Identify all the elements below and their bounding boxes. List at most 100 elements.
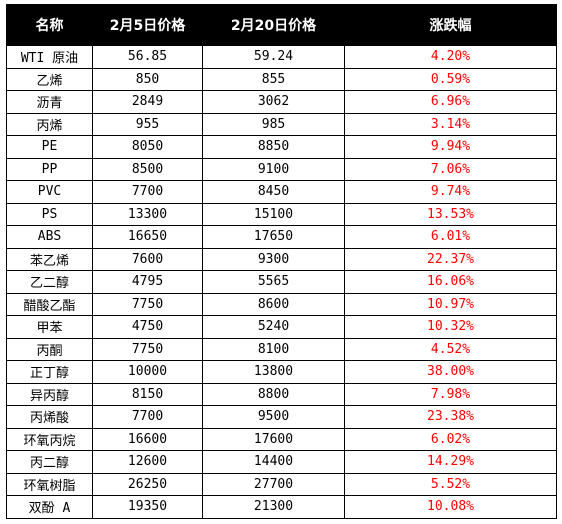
cell-price-feb20: 17600 (202, 427, 345, 451)
cell-name: PS (6, 202, 93, 226)
cell-price-feb20: 3062 (202, 90, 345, 114)
table-row: 苯乙烯 7600 9300 22.37% (6, 247, 557, 271)
cell-price-feb20: 17650 (202, 225, 345, 249)
cell-name: 异丙醇 (6, 382, 93, 406)
table-row: PVC 7700 8450 9.74% (6, 180, 557, 204)
table-row: PE 8050 8850 9.94% (6, 135, 557, 159)
header-change: 涨跌幅 (344, 4, 557, 46)
cell-price-feb5: 4750 (92, 315, 203, 339)
cell-price-feb5: 7750 (92, 337, 203, 361)
table-row: 甲苯 4750 5240 10.32% (6, 315, 557, 339)
cell-price-feb5: 8150 (92, 382, 203, 406)
cell-price-feb5: 8050 (92, 135, 203, 159)
cell-price-feb5: 56.85 (92, 45, 203, 69)
cell-change: 5.52% (344, 472, 557, 496)
cell-name: 醋酸乙酯 (6, 292, 93, 316)
cell-change: 38.00% (344, 360, 557, 384)
cell-price-feb5: 7700 (92, 180, 203, 204)
cell-name: 甲苯 (6, 315, 93, 339)
table-row: 双酚 A 19350 21300 10.08% (6, 495, 557, 519)
table-row: 乙二醇 4795 5565 16.06% (6, 270, 557, 294)
cell-price-feb5: 7700 (92, 405, 203, 429)
cell-price-feb5: 7600 (92, 247, 203, 271)
cell-name: 丙二醇 (6, 450, 93, 474)
cell-price-feb5: 4795 (92, 270, 203, 294)
table-row: 环氧树脂 26250 27700 5.52% (6, 472, 557, 496)
cell-name: 双酚 A (6, 495, 93, 519)
cell-price-feb20: 21300 (202, 495, 345, 519)
cell-price-feb5: 12600 (92, 450, 203, 474)
cell-price-feb20: 8600 (202, 292, 345, 316)
cell-price-feb5: 13300 (92, 202, 203, 226)
cell-price-feb20: 5565 (202, 270, 345, 294)
cell-name: 乙烯 (6, 67, 93, 91)
table-row: PP 8500 9100 7.06% (6, 157, 557, 181)
cell-price-feb5: 8500 (92, 157, 203, 181)
cell-price-feb20: 9100 (202, 157, 345, 181)
cell-change: 6.01% (344, 225, 557, 249)
cell-name: PVC (6, 180, 93, 204)
table-row: 丙二醇 12600 14400 14.29% (6, 450, 557, 474)
cell-change: 13.53% (344, 202, 557, 226)
cell-change: 4.20% (344, 45, 557, 69)
table-row: WTI 原油 56.85 59.24 4.20% (6, 45, 557, 69)
cell-price-feb5: 955 (92, 112, 203, 136)
table-row: 丙酮 7750 8100 4.52% (6, 337, 557, 361)
cell-name: 乙二醇 (6, 270, 93, 294)
cell-price-feb20: 855 (202, 67, 345, 91)
header-price-feb5: 2月5日价格 (92, 4, 203, 46)
table-body: WTI 原油 56.85 59.24 4.20% 乙烯 850 855 0.59% 沥青 2849… (6, 45, 557, 519)
cell-change: 22.37% (344, 247, 557, 271)
header-name: 名称 (6, 4, 93, 46)
cell-price-feb5: 10000 (92, 360, 203, 384)
cell-price-feb5: 16650 (92, 225, 203, 249)
cell-name: 环氧树脂 (6, 472, 93, 496)
cell-change: 6.02% (344, 427, 557, 451)
cell-price-feb5: 16600 (92, 427, 203, 451)
table-row: 丙烯酸 7700 9500 23.38% (6, 405, 557, 429)
cell-price-feb5: 2849 (92, 90, 203, 114)
cell-price-feb5: 19350 (92, 495, 203, 519)
cell-change: 10.08% (344, 495, 557, 519)
cell-name: 沥青 (6, 90, 93, 114)
cell-price-feb5: 7750 (92, 292, 203, 316)
cell-price-feb20: 985 (202, 112, 345, 136)
cell-name: PE (6, 135, 93, 159)
price-table-container: 名称 2月5日价格 2月20日价格 涨跌幅 WTI 原油 56.85 59.24 4.… (6, 4, 557, 519)
cell-name: PP (6, 157, 93, 181)
cell-price-feb20: 59.24 (202, 45, 345, 69)
cell-price-feb20: 8800 (202, 382, 345, 406)
table-row: 沥青 2849 3062 6.96% (6, 90, 557, 114)
cell-change: 9.74% (344, 180, 557, 204)
cell-change: 9.94% (344, 135, 557, 159)
cell-change: 10.97% (344, 292, 557, 316)
cell-price-feb20: 15100 (202, 202, 345, 226)
cell-change: 10.32% (344, 315, 557, 339)
cell-name: 丙烯酸 (6, 405, 93, 429)
cell-change: 16.06% (344, 270, 557, 294)
table-row: 丙烯 955 985 3.14% (6, 112, 557, 136)
cell-price-feb20: 9300 (202, 247, 345, 271)
cell-change: 7.06% (344, 157, 557, 181)
price-table: 名称 2月5日价格 2月20日价格 涨跌幅 WTI 原油 56.85 59.24 4.… (6, 4, 557, 519)
cell-name: 正丁醇 (6, 360, 93, 384)
header-price-feb20: 2月20日价格 (202, 4, 345, 46)
cell-name: WTI 原油 (6, 45, 93, 69)
cell-price-feb20: 8450 (202, 180, 345, 204)
cell-price-feb20: 13800 (202, 360, 345, 384)
cell-change: 3.14% (344, 112, 557, 136)
table-row: 乙烯 850 855 0.59% (6, 67, 557, 91)
table-header-row: 名称 2月5日价格 2月20日价格 涨跌幅 (6, 4, 557, 46)
table-row: 环氧丙烷 16600 17600 6.02% (6, 427, 557, 451)
table-row: 醋酸乙酯 7750 8600 10.97% (6, 292, 557, 316)
cell-name: 环氧丙烷 (6, 427, 93, 451)
cell-price-feb20: 9500 (202, 405, 345, 429)
table-row: PS 13300 15100 13.53% (6, 202, 557, 226)
cell-price-feb20: 8100 (202, 337, 345, 361)
cell-price-feb20: 27700 (202, 472, 345, 496)
cell-change: 6.96% (344, 90, 557, 114)
cell-price-feb5: 26250 (92, 472, 203, 496)
cell-change: 23.38% (344, 405, 557, 429)
table-row: ABS 16650 17650 6.01% (6, 225, 557, 249)
cell-price-feb20: 5240 (202, 315, 345, 339)
